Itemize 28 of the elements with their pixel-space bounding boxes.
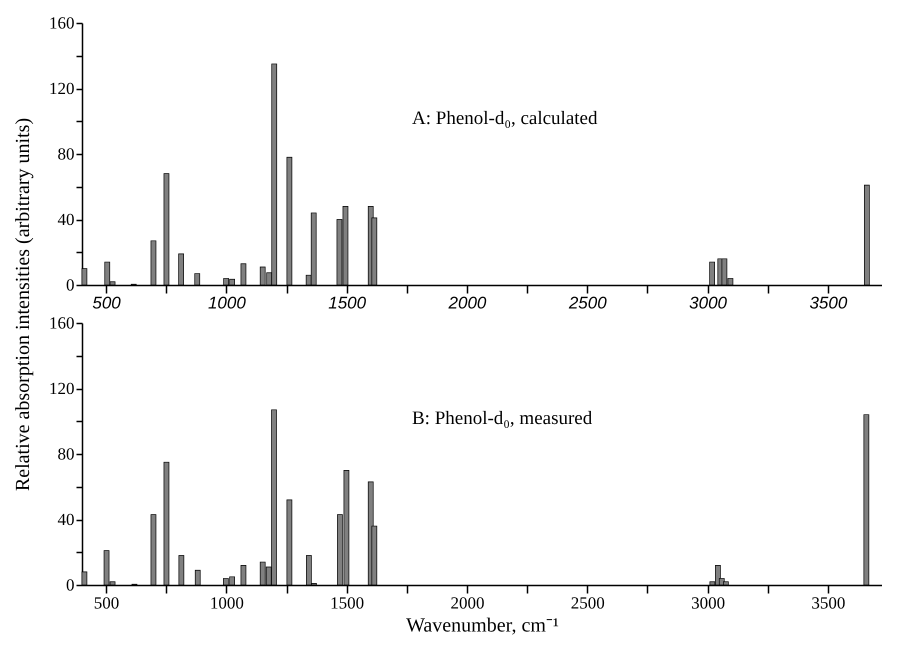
y-tick-label: 120 bbox=[49, 379, 74, 398]
y-tick-label: 80 bbox=[58, 144, 74, 164]
x-axis-title: Wavenumber, cm⁻¹ bbox=[406, 614, 559, 636]
y-axis-title: Relative absorption intensities (arbitrary units) bbox=[12, 118, 34, 492]
y-tick-label: 160 bbox=[49, 314, 74, 332]
x-tick-label: 2500 bbox=[570, 594, 605, 612]
x-tick-label: 500 bbox=[94, 594, 120, 612]
x-tick-label: 3000 bbox=[689, 294, 728, 312]
x-tick-label: 2000 bbox=[450, 594, 484, 612]
annotation: A: Phenol-d₀, calculated bbox=[412, 108, 598, 129]
y-tick-label: 80 bbox=[58, 444, 74, 464]
x-tick-label: 2000 bbox=[448, 294, 487, 312]
x-tick-label: 2500 bbox=[568, 294, 608, 312]
x-tick-label: 1000 bbox=[210, 594, 244, 612]
x-tick-label: 1500 bbox=[328, 294, 367, 312]
annotation: B: Phenol-d₀, measured bbox=[412, 408, 593, 429]
y-tick-label: 0 bbox=[66, 576, 74, 594]
x-tick-label: 500 bbox=[92, 294, 122, 312]
x-tick-label: 1000 bbox=[208, 294, 246, 312]
x-tick-label: 3500 bbox=[809, 294, 848, 312]
y-tick-label: 40 bbox=[58, 210, 74, 229]
y-tick-label: 40 bbox=[58, 510, 74, 529]
x-tick-label: 1500 bbox=[330, 594, 364, 612]
y-tick-label: 120 bbox=[49, 79, 74, 98]
x-tick-label: 3000 bbox=[691, 594, 726, 612]
y-tick-label: 0 bbox=[66, 276, 74, 294]
x-tick-label: 3500 bbox=[811, 594, 846, 612]
y-tick-label: 160 bbox=[49, 14, 74, 32]
